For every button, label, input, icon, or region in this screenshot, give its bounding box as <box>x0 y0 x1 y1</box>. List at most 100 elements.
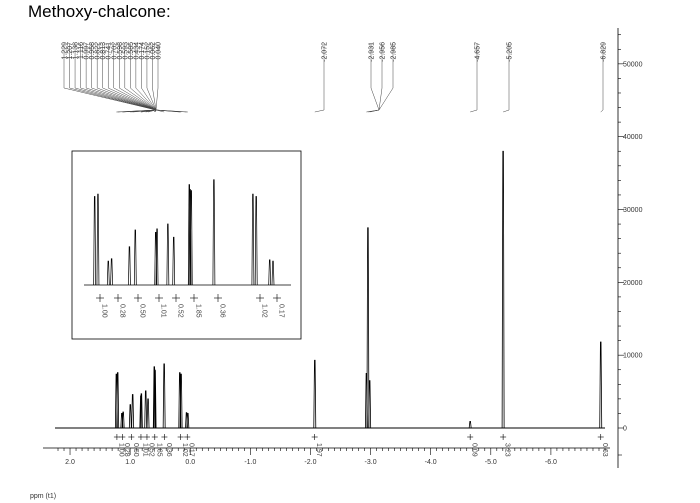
inset-peak <box>155 228 159 286</box>
inset-peak <box>96 193 100 286</box>
peak-label: -2.072 <box>322 42 329 62</box>
spectrum-peak <box>468 421 472 429</box>
peak-label: 0.997 <box>84 42 91 60</box>
inset-integral-value: 0.36 <box>219 304 226 318</box>
peak-label: 0.040 <box>156 42 163 60</box>
inset-integral-value: 0.52 <box>177 304 184 318</box>
peak-label-connector <box>135 44 165 113</box>
inset-peak <box>271 260 275 286</box>
spectrum-peak <box>144 390 148 429</box>
integral-markers: 1.000.28 0.50 1.01 0.52 1.85 0.36 1.02 0.17 1.97… <box>113 434 608 457</box>
integral-value: 1.01 <box>141 443 148 457</box>
spectrum-peak <box>121 411 125 429</box>
peak-labels: 1.2291.2071.1381.1160.9970.9580.8220.813… <box>62 42 608 113</box>
integral-value: 1.00 <box>117 443 124 457</box>
x-axis-label: ppm (t1) <box>30 493 56 500</box>
peak-label: 0.434 <box>133 42 140 60</box>
inset-peak <box>187 184 191 286</box>
x-tick-label: -5.0 <box>485 459 497 466</box>
spectrum-peak <box>153 370 157 429</box>
peak-label-connector <box>600 44 604 113</box>
inset-peak <box>93 196 96 286</box>
spectrum-peak <box>146 398 150 429</box>
inset-peak <box>212 179 216 286</box>
integral-value: 0.36 <box>165 443 172 457</box>
inset-integral-value: 1.85 <box>195 304 202 318</box>
inset-integral-value: 0.28 <box>119 304 126 318</box>
integral-value: 0.52 <box>147 443 154 457</box>
integral-value: 0.17 <box>188 443 195 457</box>
inset-peak <box>133 229 137 286</box>
integral-value: 3.23 <box>504 443 511 457</box>
peak-label: -2.956 <box>380 42 387 62</box>
inset-peak <box>110 258 113 286</box>
peak-label-connector <box>102 44 157 113</box>
spectrum-peak <box>313 359 317 429</box>
inset-integral-value: 1.01 <box>160 304 167 318</box>
peak-label: 0.152 <box>144 42 151 60</box>
inset-peak <box>166 223 170 286</box>
peak-label: 0.958 <box>89 42 96 60</box>
inset-peak <box>172 236 176 286</box>
peak-label: 0.813 <box>100 42 107 60</box>
peak-label-connector <box>314 44 325 113</box>
peak-label-connector <box>107 44 157 113</box>
spectrum-peak <box>186 413 190 429</box>
spectrum-peak <box>139 393 143 429</box>
integral-value: 0.50 <box>132 443 139 457</box>
inset-peak <box>254 196 258 286</box>
x-tick-label: -4.0 <box>425 459 437 466</box>
inset-frame <box>71 150 302 340</box>
peak-label: 1.138 <box>73 42 80 60</box>
spectrum-peak <box>368 380 372 429</box>
peak-label: 0.598 <box>117 42 124 60</box>
peak-label: 1.207 <box>67 42 74 60</box>
inset-peak <box>128 246 131 286</box>
y-tick-label: 30000 <box>623 207 643 214</box>
spectrum-peak <box>179 373 183 429</box>
spectrum-peak <box>162 363 166 429</box>
peak-label-connector <box>503 44 510 113</box>
inset-peak <box>251 193 255 286</box>
inset-integral-value: 1.02 <box>261 304 268 318</box>
x-tick-label: 0.0 <box>185 459 195 466</box>
spectrum-peak <box>153 369 157 429</box>
x-tick-label: 1.0 <box>125 459 135 466</box>
peak-label-connector <box>470 44 478 113</box>
y-axis: 0 10000 20000 30000 40000 50000 <box>617 28 643 468</box>
inset-integral-value: 1.00 <box>101 304 108 318</box>
y-tick-label: 50000 <box>623 61 643 68</box>
peak-label: -6.829 <box>601 42 608 62</box>
peak-label: 0.702 <box>111 42 118 60</box>
inset-expansion: 1.00 0.28 0.50 1.01 0.52 1.85 0.36 1.02 0.17 <box>71 150 302 340</box>
peak-label: -4.657 <box>475 42 482 62</box>
peak-label-connector <box>91 44 157 113</box>
peak-label: 0.062 <box>150 42 157 60</box>
spectrum-peak <box>501 150 505 429</box>
peak-label: 1.116 <box>78 42 85 59</box>
spectrum-peak <box>366 227 370 429</box>
peak-label: 0.822 <box>95 42 102 60</box>
spectrum-peak <box>116 372 120 429</box>
x-tick-label: -3.0 <box>365 459 377 466</box>
x-tick-label: -6.0 <box>545 459 557 466</box>
spectrum-peak <box>128 404 132 429</box>
y-tick-label: 0 <box>623 426 627 433</box>
inset-peak <box>106 260 110 286</box>
spectrum-trace <box>112 150 603 429</box>
spectrum-peak <box>131 394 135 429</box>
peak-label: -2.931 <box>369 42 376 62</box>
integral-value: 0.28 <box>123 443 130 457</box>
integral-value: 1.97 <box>315 443 322 457</box>
peak-label: 0.174 <box>139 42 146 60</box>
inset-integral-value: 0.17 <box>278 304 285 318</box>
inset-peak <box>268 259 272 286</box>
y-tick-label: 20000 <box>623 280 643 287</box>
peak-label: 1.229 <box>62 42 69 60</box>
peak-label: -5.205 <box>507 42 514 62</box>
integral-value: 1.02 <box>181 443 188 457</box>
peak-label-connector <box>369 44 394 113</box>
peak-label-connector <box>113 44 157 113</box>
y-tick-label: 40000 <box>623 134 643 141</box>
